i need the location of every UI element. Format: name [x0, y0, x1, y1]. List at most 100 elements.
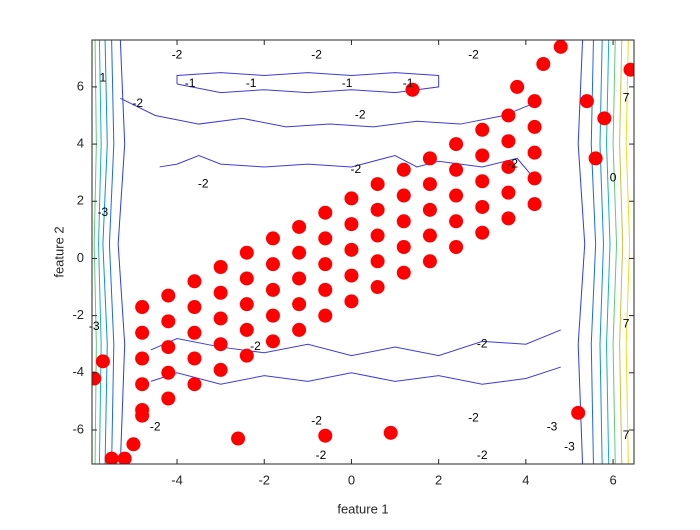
contour-line [599, 40, 604, 464]
contour-line [612, 40, 618, 464]
contour-line [590, 40, 597, 464]
scatter-point [239, 271, 254, 286]
contour-label: -2 [316, 448, 327, 462]
scatter-point [449, 137, 464, 152]
scatter-point [383, 425, 398, 440]
contour-label: 7 [623, 90, 630, 104]
scatter-point [187, 274, 202, 289]
scatter-point [501, 159, 516, 174]
scatter-point [92, 371, 102, 386]
scatter-point [239, 348, 254, 363]
contour-line [159, 154, 540, 185]
scatter-point [396, 265, 411, 280]
scatter-point [449, 214, 464, 229]
scatter-point [265, 257, 280, 272]
scatter-point [396, 239, 411, 254]
contour-line [108, 40, 115, 464]
scatter-point [422, 254, 437, 269]
scatter-point [510, 79, 525, 94]
scatter-point [292, 245, 307, 260]
scatter-point [449, 188, 464, 203]
scatter-point [370, 280, 385, 295]
scatter-point [292, 297, 307, 312]
scatter-point [187, 351, 202, 366]
scatter-point [536, 57, 551, 72]
y-tick-label: -4 [72, 364, 84, 379]
scatter-point [475, 199, 490, 214]
contour-label: -2 [311, 48, 322, 62]
scatter-point [239, 297, 254, 312]
scatter-point [344, 294, 359, 309]
scatter-point [501, 211, 516, 226]
contour-label: -2 [132, 96, 143, 110]
scatter-point [527, 197, 542, 212]
scatter-point [527, 171, 542, 186]
contour-label: -2 [198, 176, 209, 190]
scatter-point [396, 162, 411, 177]
contour-label: -2 [311, 414, 322, 428]
scatter-point [213, 311, 228, 326]
x-axis-label: feature 1 [337, 501, 388, 516]
scatter-point [292, 322, 307, 337]
scatter-point [265, 231, 280, 246]
scatter-point [318, 308, 333, 323]
scatter-point [135, 377, 150, 392]
scatter-point [265, 282, 280, 297]
scatter-point [135, 325, 150, 340]
contour-line [120, 97, 540, 128]
scatter-point [126, 437, 141, 452]
scatter-point [344, 242, 359, 257]
scatter-point [422, 202, 437, 217]
x-tick-label: 2 [435, 472, 442, 487]
scatter-point [396, 214, 411, 229]
scatter-point [475, 148, 490, 163]
contour-line [150, 366, 561, 385]
contour-label: -1 [342, 76, 353, 90]
contour-label: -2 [150, 419, 161, 433]
contour-label: -2 [350, 162, 361, 176]
contour-label: -3 [89, 319, 100, 333]
scatter-point [396, 188, 411, 203]
x-tick-label: -4 [171, 472, 183, 487]
x-tick-label: -2 [258, 472, 270, 487]
x-tick-label: 0 [348, 472, 355, 487]
scatter-point [318, 205, 333, 220]
scatter-point [344, 217, 359, 232]
y-tick-label: -6 [72, 421, 84, 436]
contour-layer [93, 40, 631, 464]
scatter-point [187, 377, 202, 392]
y-tick-label: 6 [77, 78, 84, 93]
scatter-point [318, 428, 333, 443]
scatter-point [344, 268, 359, 283]
scatter-point [265, 334, 280, 349]
scatter-point [213, 362, 228, 377]
y-tick-label: 2 [77, 193, 84, 208]
contour-label: -2 [355, 108, 366, 122]
scatter-point [623, 62, 634, 77]
contour-line [117, 40, 126, 464]
scatter-point [527, 145, 542, 160]
scatter-point [292, 219, 307, 234]
scatter-point [370, 228, 385, 243]
x-tick-label: 6 [609, 472, 616, 487]
scatter-point [527, 94, 542, 109]
scatter-point [475, 122, 490, 137]
scatter-point [213, 285, 228, 300]
contour-label: -2 [250, 339, 261, 353]
contour-line [150, 329, 561, 357]
scatter-point [501, 108, 516, 123]
scatter-point [161, 288, 176, 303]
contour-label: -2 [172, 48, 183, 62]
scatter-point [571, 405, 586, 420]
scatter-point [422, 228, 437, 243]
scatter-point [161, 391, 176, 406]
contour-label: -3 [564, 439, 575, 453]
scatter-point [95, 354, 110, 369]
scatter-point [422, 177, 437, 192]
scatter-point [187, 325, 202, 340]
contour-label: -1 [246, 76, 257, 90]
contour-label: -2 [477, 336, 488, 350]
scatter-point [213, 260, 228, 275]
scatter-point [318, 282, 333, 297]
scatter-point [213, 337, 228, 352]
